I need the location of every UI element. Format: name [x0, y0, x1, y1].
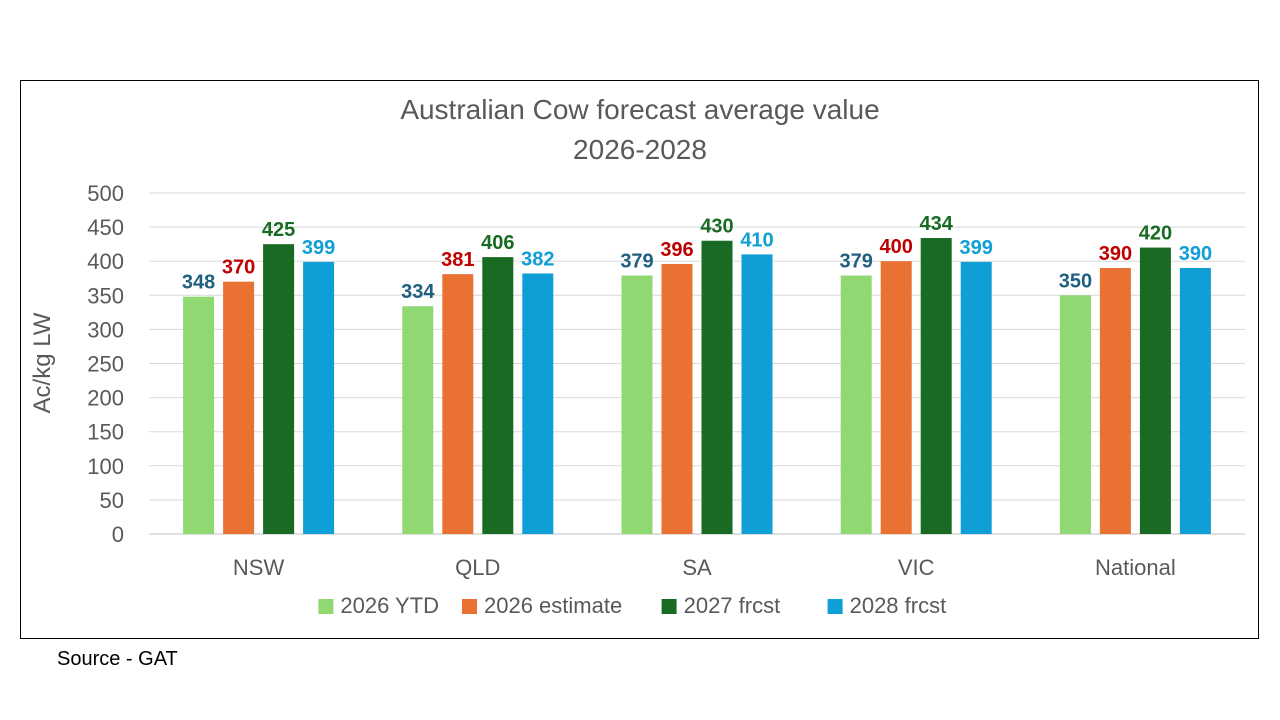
- data-label: 334: [401, 281, 435, 303]
- bar: [183, 296, 215, 534]
- y-tick-label: 400: [87, 249, 124, 274]
- data-label: 420: [1139, 223, 1172, 245]
- bar: [402, 306, 434, 534]
- data-label: 379: [840, 251, 873, 273]
- chart-title: Australian Cow forecast average value: [400, 94, 879, 125]
- bar: [1139, 247, 1171, 534]
- bar: [960, 261, 992, 534]
- data-label: 379: [620, 251, 653, 273]
- bar: [522, 273, 554, 534]
- bar-chart: Australian Cow forecast average value 20…: [29, 94, 1245, 618]
- legend-item: 2026 estimate: [462, 593, 622, 618]
- data-label: 434: [920, 213, 954, 235]
- x-category-label: NSW: [233, 555, 285, 580]
- bar: [303, 261, 335, 534]
- y-tick-label: 300: [87, 317, 124, 342]
- y-tick-label: 50: [100, 488, 124, 513]
- y-tick-label: 500: [87, 181, 124, 206]
- bar: [621, 275, 653, 534]
- bar: [920, 238, 952, 534]
- bar: [442, 274, 474, 534]
- bar: [661, 263, 693, 534]
- y-tick-label: 100: [87, 454, 124, 479]
- bar: [880, 261, 912, 534]
- legend-item: 2028 frcst: [827, 593, 947, 618]
- data-label: 370: [222, 257, 255, 279]
- legend-swatch: [318, 599, 334, 614]
- data-labels: 348 370 425 399 334 381 406 382 379 396 430 410 379 4…: [182, 213, 1212, 303]
- y-tick-label: 450: [87, 215, 124, 240]
- legend-label: 2028 frcst: [850, 593, 947, 618]
- bars: [183, 238, 1211, 535]
- legend-label: 2026 estimate: [484, 593, 622, 618]
- data-label: 396: [660, 239, 693, 261]
- y-axis-ticks: 0 50 100 150 200 250 300 350 400 450 500: [87, 181, 124, 547]
- y-tick-label: 250: [87, 352, 124, 377]
- data-label: 350: [1059, 270, 1092, 292]
- bar: [223, 281, 255, 534]
- bar: [1059, 295, 1091, 534]
- y-tick-label: 150: [87, 420, 124, 445]
- legend-swatch: [827, 599, 843, 614]
- chart-subtitle: 2026-2028: [573, 134, 707, 165]
- data-label: 381: [441, 249, 474, 271]
- y-axis-title: Ac/kg LW: [29, 312, 56, 413]
- legend-swatch: [462, 599, 477, 614]
- bar: [701, 240, 733, 535]
- data-label: 348: [182, 272, 215, 294]
- x-category-label: National: [1095, 555, 1176, 580]
- data-label: 399: [960, 237, 993, 259]
- data-label: 390: [1099, 243, 1132, 265]
- legend-swatch: [661, 599, 677, 614]
- data-label: 430: [700, 216, 733, 238]
- x-category-label: SA: [682, 555, 712, 580]
- data-label: 410: [740, 229, 773, 251]
- legend-label: 2026 YTD: [340, 593, 439, 618]
- data-label: 406: [481, 232, 514, 254]
- y-tick-label: 200: [87, 386, 124, 411]
- legend: 2026 YTD 2026 estimate 2027 frcst 2028 frcs…: [318, 593, 946, 618]
- data-label: 399: [302, 237, 335, 259]
- bar: [741, 254, 773, 534]
- bar: [840, 275, 872, 534]
- legend-item: 2026 YTD: [318, 593, 439, 618]
- chart-frame: Australian Cow forecast average value 20…: [20, 80, 1259, 639]
- y-tick-label: 350: [87, 283, 124, 308]
- bar: [482, 257, 514, 534]
- bar: [263, 244, 295, 534]
- bar: [1099, 268, 1131, 534]
- x-axis-categories: NSW QLD SA VIC National: [233, 555, 1176, 580]
- y-tick-label: 0: [112, 522, 124, 547]
- x-category-label: VIC: [898, 555, 935, 580]
- source-note: Source - GAT: [57, 648, 178, 670]
- data-label: 390: [1179, 243, 1212, 265]
- data-label: 382: [521, 248, 554, 270]
- bar: [1179, 268, 1211, 534]
- legend-label: 2027 frcst: [684, 593, 781, 618]
- data-label: 400: [880, 236, 913, 258]
- x-category-label: QLD: [455, 555, 500, 580]
- legend-item: 2027 frcst: [661, 593, 781, 618]
- data-label: 425: [262, 219, 295, 241]
